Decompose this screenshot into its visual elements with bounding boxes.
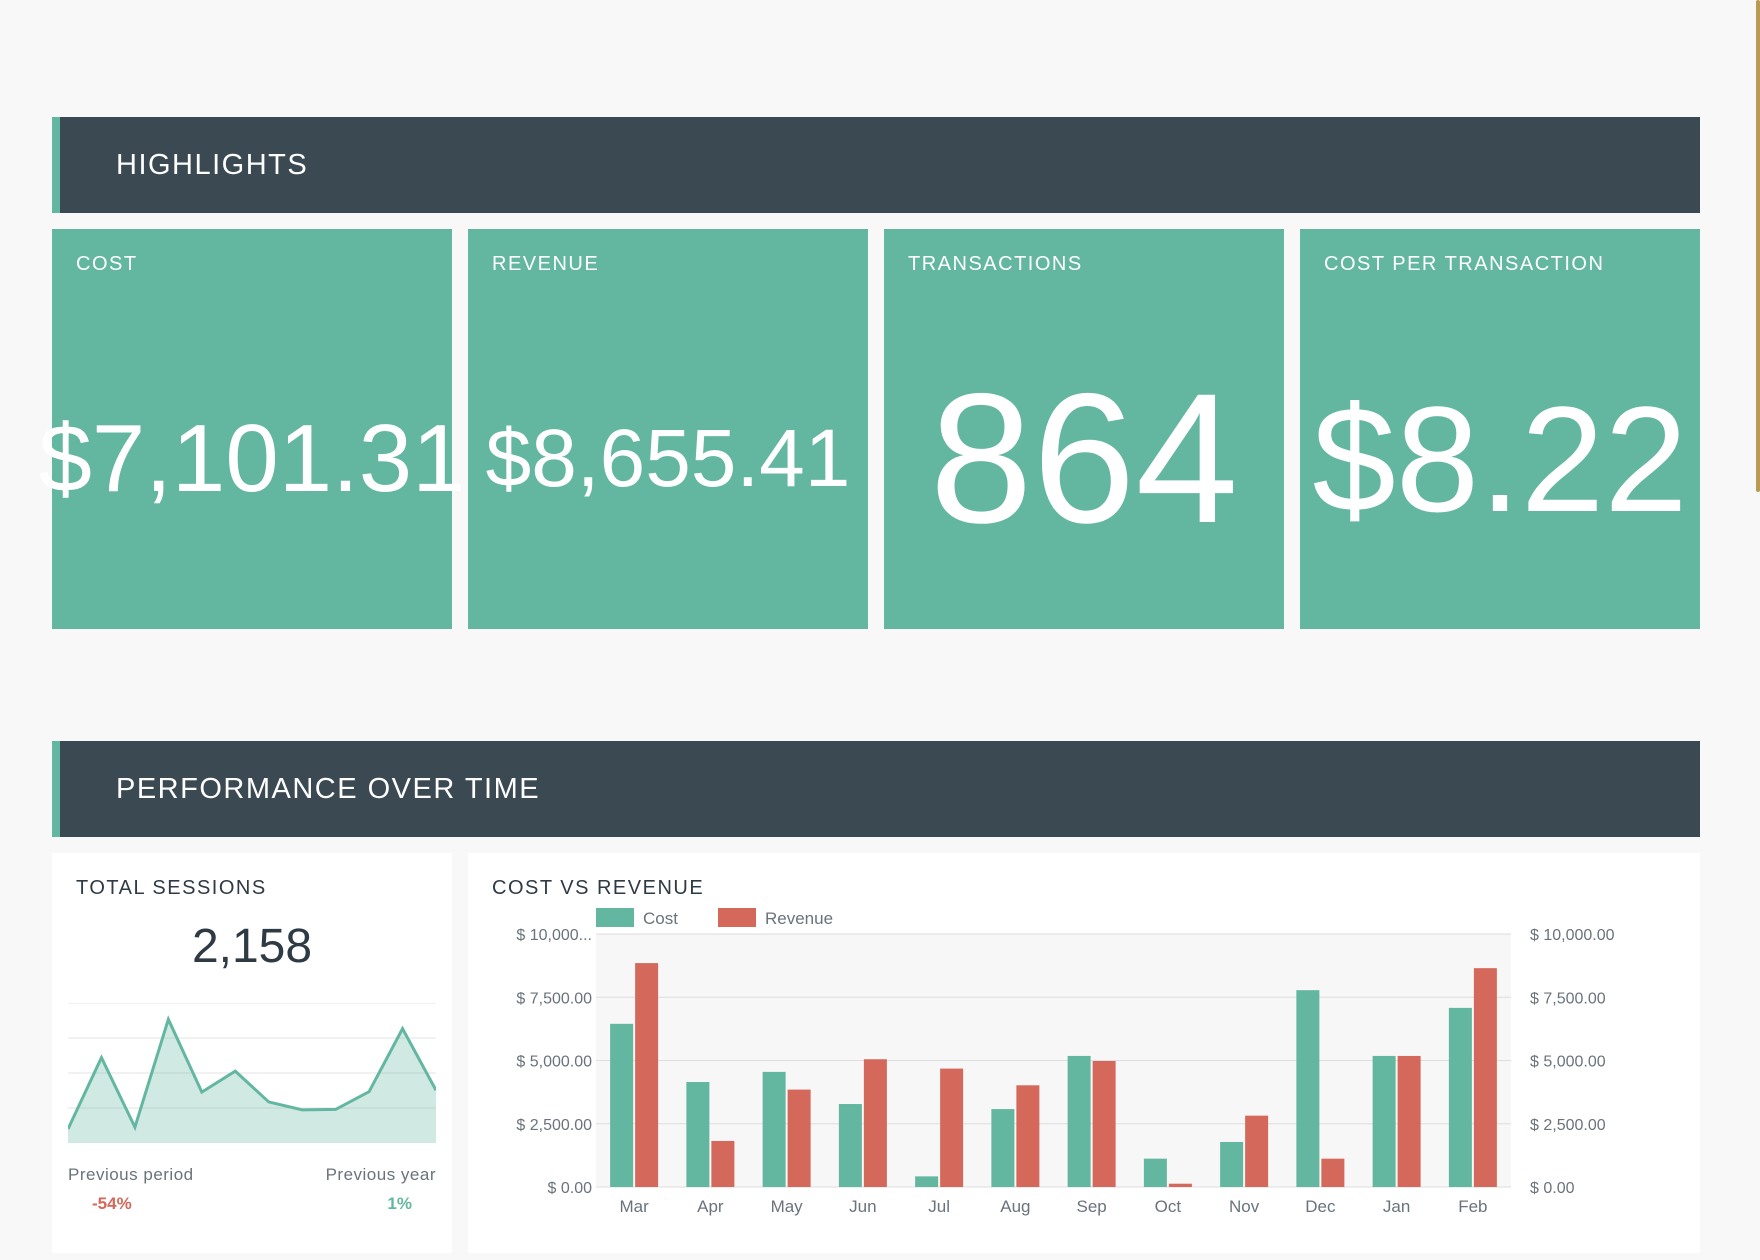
highlights-title: HIGHLIGHTS: [116, 148, 309, 181]
bar-revenue: [1245, 1115, 1269, 1187]
x-tick-label: May: [771, 1197, 804, 1216]
bar-revenue: [787, 1089, 811, 1187]
total-sessions-title: TOTAL SESSIONS: [76, 877, 267, 899]
y-tick-label: $ 5,000.00: [516, 1054, 592, 1071]
bar-revenue: [1016, 1085, 1040, 1187]
scrollbar-thumb[interactable]: [1756, 0, 1760, 492]
y2-tick-label: $ 7,500.00: [1530, 990, 1606, 1007]
bar-cost: [915, 1176, 939, 1187]
x-tick-label: Aug: [1000, 1197, 1030, 1216]
kpi-value-cost-per-transaction: $8.22: [1312, 374, 1688, 543]
cost-vs-revenue-title: COST VS REVENUE: [492, 877, 705, 899]
bar-revenue: [1473, 968, 1497, 1187]
previous-year-change: 1%: [387, 1194, 412, 1213]
legend-label-revenue: Revenue: [765, 909, 833, 928]
y-tick-label: $ 2,500.00: [516, 1117, 592, 1134]
kpi-value-cost: $7,101.31: [38, 405, 466, 512]
bar-cost: [1372, 1055, 1396, 1187]
kpi-value-revenue: $8,655.41: [485, 413, 851, 504]
bar-revenue: [1092, 1061, 1116, 1187]
bar-cost: [610, 1023, 634, 1187]
previous-period-change: -54%: [92, 1194, 132, 1213]
y2-tick-label: $ 10,000.00: [1530, 927, 1615, 944]
bar-revenue: [863, 1059, 887, 1187]
total-sessions-panel: TOTAL SESSIONS 2,158 Previous period Pre…: [52, 853, 452, 1253]
kpi-label-revenue: REVENUE: [492, 253, 600, 275]
y-tick-label: $ 7,500.00: [516, 990, 592, 1007]
y-tick-label: $ 0.00: [548, 1180, 593, 1197]
x-tick-label: Sep: [1077, 1197, 1107, 1216]
sessions-sparkline-chart: [68, 1003, 436, 1143]
cost-vs-revenue-bar-chart: $ 0.00 $ 0.00 $ 2,500.00 $ 2,500.00 $ 5,000.…: [516, 908, 1615, 1216]
sessions-line: [68, 1015, 436, 1132]
bar-cost: [1296, 990, 1320, 1187]
x-tick-label: Oct: [1155, 1197, 1182, 1216]
x-tick-label: Jul: [928, 1197, 950, 1216]
kpi-card-revenue: REVENUE $8,655.41: [468, 229, 868, 629]
bar-cost: [1143, 1158, 1167, 1187]
bar-cost: [1220, 1141, 1244, 1187]
y-tick-label: $ 10,000...: [516, 927, 592, 944]
performance-title: PERFORMANCE OVER TIME: [116, 772, 541, 805]
legend-swatch-revenue: [718, 908, 756, 927]
x-tick-label: Apr: [697, 1197, 724, 1216]
kpi-label-cost-per-transaction: COST PER TRANSACTION: [1324, 253, 1605, 275]
bar-revenue: [1168, 1183, 1192, 1187]
x-tick-label: Nov: [1229, 1197, 1260, 1216]
previous-period-label: Previous period: [68, 1165, 194, 1184]
kpi-card-transactions: TRANSACTIONS 864: [884, 229, 1284, 629]
bar-revenue: [940, 1068, 964, 1187]
y2-tick-label: $ 5,000.00: [1530, 1054, 1606, 1071]
x-tick-label: Feb: [1458, 1197, 1487, 1216]
x-tick-label: Mar: [619, 1197, 649, 1216]
legend-label-cost: Cost: [643, 909, 678, 928]
kpi-card-cost-per-transaction: COST PER TRANSACTION $8.22: [1300, 229, 1700, 629]
kpi-value-transactions: 864: [929, 356, 1239, 562]
highlights-header: HIGHLIGHTS: [52, 117, 1700, 213]
legend-swatch-cost: [596, 908, 634, 927]
bar-revenue: [1397, 1055, 1421, 1187]
y2-tick-label: $ 0.00: [1530, 1180, 1575, 1197]
bar-revenue: [1321, 1158, 1345, 1187]
cost-vs-revenue-panel: COST VS REVENUE $ 0.00 $ 0.00 $ 2,500.00 $ …: [468, 853, 1700, 1253]
bar-cost: [991, 1109, 1015, 1187]
x-tick-label: Jan: [1383, 1197, 1410, 1216]
bar-cost: [762, 1071, 786, 1187]
kpi-label-cost: COST: [76, 253, 138, 275]
x-tick-label: Jun: [849, 1197, 876, 1216]
y2-tick-label: $ 2,500.00: [1530, 1117, 1606, 1134]
total-sessions-value: 2,158: [191, 920, 313, 973]
bar-cost: [1448, 1007, 1472, 1187]
bar-revenue: [635, 963, 659, 1187]
bar-cost: [686, 1082, 710, 1187]
kpi-card-cost: COST $7,101.31: [38, 229, 466, 629]
kpi-label-transactions: TRANSACTIONS: [908, 253, 1083, 275]
bar-revenue: [711, 1140, 735, 1187]
bar-cost: [1067, 1055, 1091, 1187]
bar-cost: [838, 1104, 862, 1187]
previous-year-label: Previous year: [325, 1165, 436, 1184]
performance-header: PERFORMANCE OVER TIME: [52, 741, 1700, 837]
x-tick-label: Dec: [1305, 1197, 1336, 1216]
